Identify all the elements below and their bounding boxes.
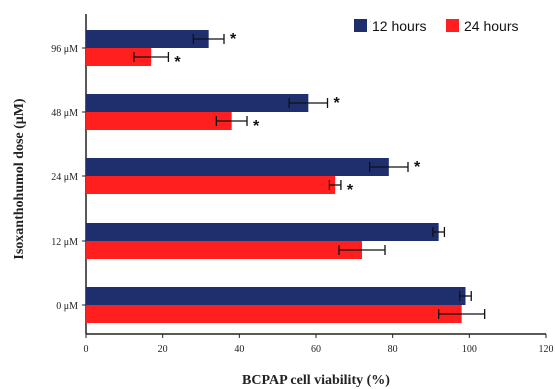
bar-12-hours xyxy=(86,94,309,112)
legend-label-24-hours: 24 hours xyxy=(464,18,518,34)
bar-12-hours xyxy=(86,287,466,305)
x-tick-label: 0 xyxy=(84,344,89,355)
y-tick-label: 12 μM xyxy=(51,237,78,248)
legend-swatch-24-hours xyxy=(446,19,459,32)
bar-24-hours xyxy=(86,48,152,66)
significance-marker: * xyxy=(334,95,341,112)
bar-12-hours xyxy=(86,158,389,176)
x-tick-label: 60 xyxy=(311,344,321,355)
y-axis-title: Isoxanthohumol dose (μM) xyxy=(12,98,27,260)
bar-12-hours xyxy=(86,30,209,48)
x-tick-label: 100 xyxy=(462,344,477,355)
bar-24-hours xyxy=(86,241,362,259)
y-tick-label: 48 μM xyxy=(51,108,78,119)
x-axis-title: BCPAP cell viability (%) xyxy=(242,373,390,388)
x-tick-label: 40 xyxy=(234,344,244,355)
legend-label-12-hours: 12 hours xyxy=(372,18,426,34)
significance-marker: * xyxy=(230,31,237,48)
y-tick-label: 96 μM xyxy=(51,44,78,55)
legend-swatch-12-hours xyxy=(354,19,367,32)
x-tick-label: 80 xyxy=(388,344,398,355)
significance-marker: * xyxy=(174,54,181,71)
x-tick-label: 20 xyxy=(158,344,168,355)
significance-marker: * xyxy=(253,118,260,135)
bar-24-hours xyxy=(86,176,336,194)
x-tick-label: 120 xyxy=(539,344,554,355)
significance-marker: * xyxy=(347,182,354,199)
legend: 12 hours 24 hours xyxy=(354,18,518,34)
significance-marker: * xyxy=(414,159,421,176)
y-tick-label: 0 μM xyxy=(56,301,78,312)
bar-24-hours xyxy=(86,305,462,323)
y-tick-label: 24 μM xyxy=(51,172,78,183)
bar-12-hours xyxy=(86,223,439,241)
bar-24-hours xyxy=(86,112,232,130)
